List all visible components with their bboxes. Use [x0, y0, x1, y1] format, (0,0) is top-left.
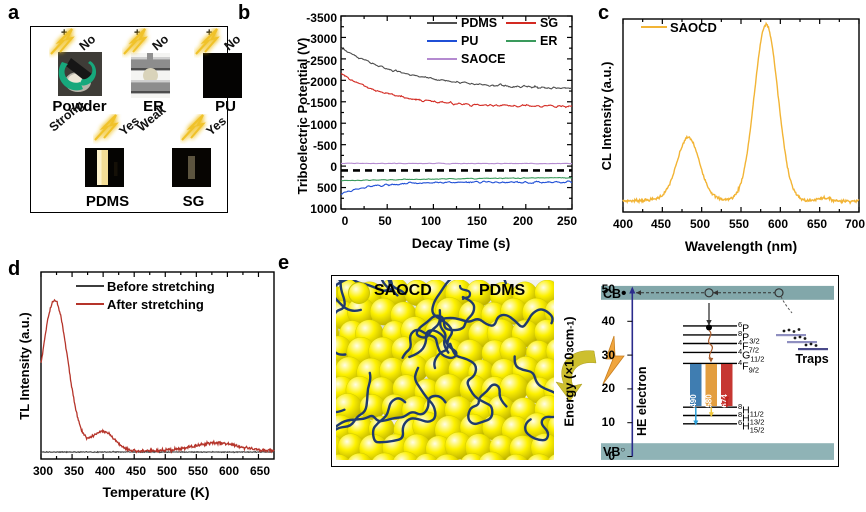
- svg-text:Traps: Traps: [795, 352, 828, 366]
- svg-text:490: 490: [689, 394, 698, 408]
- svg-text:HE electron: HE electron: [635, 367, 649, 436]
- svg-text:580: 580: [704, 394, 713, 408]
